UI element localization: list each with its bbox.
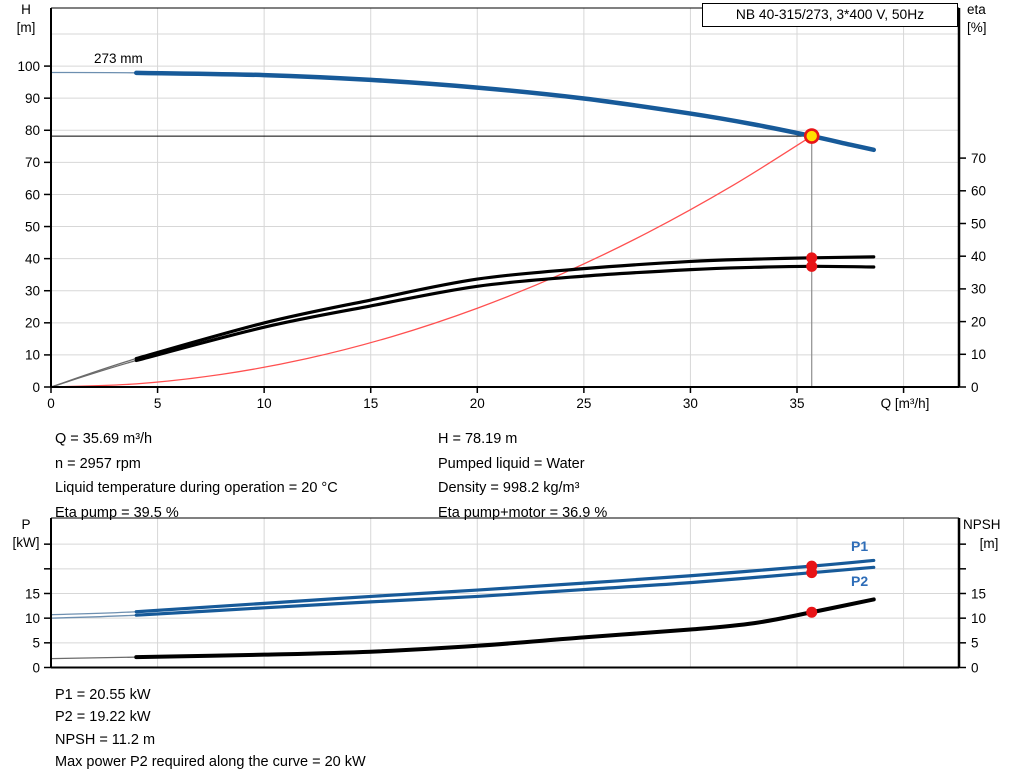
result-temp: Liquid temperature during operation = 20…: [55, 480, 338, 496]
y-right-tick-label: 60: [971, 184, 986, 199]
y-right-tick-label: 5: [971, 636, 979, 651]
result-n: n = 2957 rpm: [55, 455, 141, 472]
x-tick-label: 35: [789, 396, 804, 411]
operating-value-dot: [806, 260, 818, 272]
y-right-tick-label: 50: [971, 216, 986, 231]
axis-ticks: [44, 65, 966, 393]
result-max-power: Max power P2 required along the curve = …: [55, 753, 366, 770]
duty-point-marker[interactable]: [803, 128, 820, 144]
y-right-tick-label: 0: [971, 660, 979, 675]
y-right-tick-label: 20: [971, 314, 986, 329]
x-tick-label: 15: [363, 396, 378, 411]
y-right-tick-label: 40: [971, 249, 986, 264]
eta-pump-motor: [134, 264, 876, 363]
h-axis-label: H: [21, 2, 31, 17]
y-right-tick-label: 70: [971, 151, 986, 166]
y-left-tick-label: 30: [25, 284, 40, 299]
y-left-tick-label: 60: [25, 187, 40, 202]
results-block-power: P1 = 20.55 kW P2 = 19.22 kW NPSH = 11.2 …: [55, 684, 366, 773]
y-left-tick-label: 50: [25, 219, 40, 234]
tick-labels: 0 5 10 15 20 25 30 35 0 10 20 30 40 50 60 70 80 90 100 0 10 2…: [17, 59, 986, 411]
y-left-tick-label: 10: [25, 611, 40, 626]
eta-axis-unit: [%]: [967, 20, 987, 35]
tick-labels: 0 5 10 15 0 5 10 15: [25, 586, 986, 675]
y-right-tick-label: 0: [971, 380, 979, 395]
power-npsh-chart: 0 5 10 15 0 5 10 15: [25, 517, 986, 675]
operating-value-dot: [806, 606, 818, 618]
hq-eta-chart: 0 5 10 15 20 25 30 35 0 10 20 30 40 50 60 70 80 90 100 0 10 2…: [17, 7, 986, 411]
pump-title-box: NB 40-315/273, 3*400 V, 50Hz: [702, 3, 958, 27]
p2-curve: [134, 565, 876, 617]
y-left-tick-label: 15: [25, 586, 40, 601]
result-density: Density = 998.2 kg/m³: [438, 480, 580, 496]
x-tick-label: 25: [576, 396, 591, 411]
result-p1: P1 = 20.55 kW: [55, 687, 151, 703]
x-tick-label: 30: [683, 396, 698, 411]
npsh-axis-label: NPSH: [963, 517, 1001, 532]
y-left-tick-label: 5: [32, 636, 40, 651]
eta-pump: [134, 255, 876, 361]
p2-curve-label: P2: [851, 573, 869, 589]
result-eta-pump: Eta pump = 39.5 %: [55, 504, 179, 521]
system-curve: [50, 135, 813, 388]
axis-ticks: [44, 543, 966, 669]
x-tick-label: 20: [470, 396, 485, 411]
npsh-axis-unit: [m]: [979, 536, 999, 551]
y-left-tick-label: 0: [32, 380, 40, 395]
result-npsh: NPSH = 11.2 m: [55, 731, 156, 748]
y-right-tick-label: 15: [971, 586, 986, 601]
operating-value-dot: [806, 252, 818, 264]
q-axis-label: Q [m³/h]: [880, 396, 930, 411]
result-liquid: Pumped liquid = Water: [438, 455, 585, 472]
y-left-tick-label: 80: [25, 123, 40, 138]
results-block-left: Q = 35.69 m³/h n = 2957 rpm Liquid tempe…: [55, 427, 338, 525]
head-curve: [134, 70, 876, 153]
npsh-curve: [134, 597, 876, 660]
x-tick-label: 10: [257, 396, 272, 411]
y-left-tick-label: 20: [25, 316, 40, 331]
y-left-tick-label: 100: [17, 59, 40, 74]
y-right-tick-label: 10: [971, 347, 986, 362]
gridlines: [51, 8, 959, 387]
operating-value-dot: [806, 567, 818, 579]
y-left-tick-label: 70: [25, 155, 40, 170]
y-left-tick-label: 10: [25, 348, 40, 363]
plot-border: [50, 7, 961, 388]
y-left-tick-label: 40: [25, 251, 40, 266]
result-p2: P2 = 19.22 kW: [55, 709, 151, 726]
result-q: Q = 35.69 m³/h: [55, 431, 153, 447]
eta-axis-label: eta: [967, 2, 986, 17]
y-left-tick-label: 0: [32, 660, 40, 675]
eta-pump-thin: [50, 256, 874, 388]
x-tick-label: 5: [154, 396, 162, 411]
result-eta-pump-motor: Eta pump+motor = 36.9 %: [438, 504, 608, 521]
impeller-size-label: 273 mm: [94, 51, 143, 66]
x-tick-label: 0: [47, 396, 55, 411]
eta-pump-motor-thin: [50, 265, 874, 388]
y-left-tick-label: 90: [25, 91, 40, 106]
y-right-tick-label: 30: [971, 282, 986, 297]
p-axis-unit: [kW]: [12, 535, 40, 550]
p1-curve-label: P1: [851, 538, 869, 554]
h-axis-unit: [m]: [16, 20, 36, 35]
p-axis-label: P: [21, 517, 31, 532]
results-block-right: H = 78.19 m Pumped liquid = Water Densit…: [438, 427, 607, 525]
result-h: H = 78.19 m: [438, 431, 518, 447]
y-right-tick-label: 10: [971, 611, 986, 626]
p1-curve: [134, 558, 876, 614]
